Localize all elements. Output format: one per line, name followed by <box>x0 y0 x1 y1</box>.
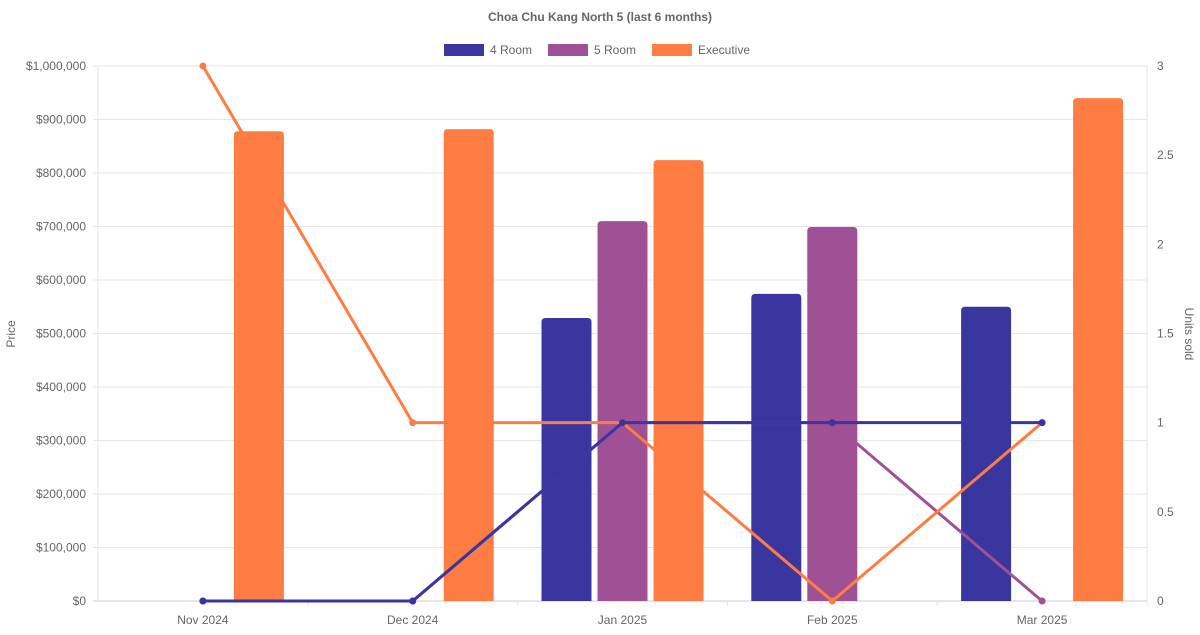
y2-tick-label: 2 <box>1157 237 1164 251</box>
bar-executive <box>233 131 284 601</box>
y2-tick-label: 0 <box>1157 594 1164 608</box>
legend-swatch-executive <box>652 44 692 56</box>
point-4-room <box>1038 419 1046 427</box>
bar-4-room <box>961 306 1012 601</box>
y2-tick-label: 0.5 <box>1157 505 1174 519</box>
point-executive <box>409 419 417 427</box>
bar-executive <box>653 160 704 601</box>
bar-4-room <box>751 293 802 601</box>
legend: 4 Room 5 Room Executive <box>444 43 750 57</box>
y-tick-label: $1,000,000 <box>26 59 86 73</box>
y-tick-label: $900,000 <box>36 113 86 127</box>
y-tick-label: $700,000 <box>36 220 86 234</box>
point-4-room <box>199 597 207 605</box>
bars <box>233 98 1124 601</box>
y2-tick-label: 2.5 <box>1157 148 1174 162</box>
point-4-room <box>828 419 836 427</box>
y-tick-label: $600,000 <box>36 273 86 287</box>
y2-tick-label: 1 <box>1157 416 1164 430</box>
y-axis-label: Price <box>4 320 18 348</box>
x-tick-label: Mar 2025 <box>1017 613 1068 627</box>
lines <box>199 62 1046 605</box>
bar-executive <box>443 129 494 601</box>
x-tick-label: Nov 2024 <box>177 613 229 627</box>
y-tick-label: $500,000 <box>36 327 86 341</box>
bar-4-room <box>541 317 592 601</box>
legend-label-executive: Executive <box>698 43 750 57</box>
bar-5-room <box>597 221 648 601</box>
point-4-room <box>619 419 626 427</box>
legend-label-4-room: 4 Room <box>490 43 532 57</box>
point-4-room <box>409 597 417 605</box>
y-tick-label: $400,000 <box>36 380 86 394</box>
y-tick-label: $800,000 <box>36 166 86 180</box>
point-executive <box>199 62 207 70</box>
y2-axis-label: Units sold <box>1182 308 1196 361</box>
point-5-room <box>1038 597 1046 605</box>
legend-swatch-5-room <box>548 44 588 56</box>
y2-tick-label: 3 <box>1157 59 1164 73</box>
legend-label-5-room: 5 Room <box>594 43 636 57</box>
x-tick-label: Feb 2025 <box>807 613 858 627</box>
bar-executive <box>1073 98 1124 601</box>
x-tick-label: Jan 2025 <box>598 613 648 627</box>
y-tick-label: $100,000 <box>36 541 86 555</box>
chart-title: Choa Chu Kang North 5 (last 6 months) <box>488 10 712 24</box>
point-executive <box>828 597 836 605</box>
legend-swatch-4-room <box>444 44 484 56</box>
y2-tick-label: 1.5 <box>1157 327 1174 341</box>
y-tick-label: $0 <box>73 594 87 608</box>
bar-5-room <box>807 227 858 601</box>
x-tick-label: Dec 2024 <box>387 613 439 627</box>
y-tick-label: $300,000 <box>36 434 86 448</box>
y-tick-label: $200,000 <box>36 487 86 501</box>
